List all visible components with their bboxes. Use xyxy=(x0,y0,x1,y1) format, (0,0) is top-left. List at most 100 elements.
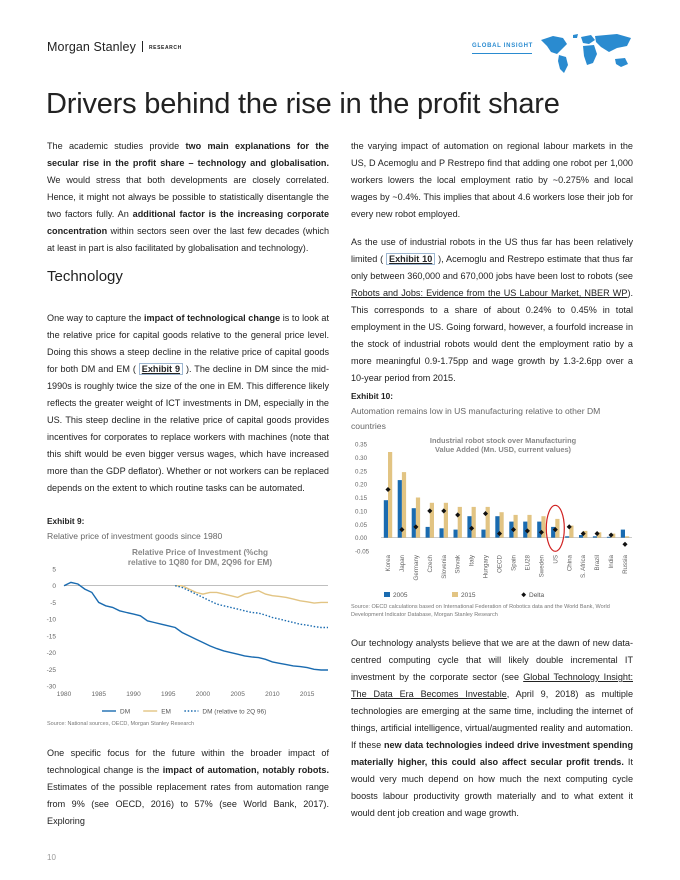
bar-2015-brazil xyxy=(597,532,602,538)
bar-2005-russia xyxy=(620,529,625,538)
bar-2005-czech xyxy=(425,526,430,538)
text-run: The academic studies provide xyxy=(47,141,186,151)
x-tick-label: 1985 xyxy=(92,691,107,698)
x-tick-label: Italy xyxy=(469,554,476,566)
exhibit-10-link[interactable]: Exhibit 10 xyxy=(386,253,436,265)
us-highlight-circle xyxy=(545,504,565,552)
x-tick-label: Korea xyxy=(385,554,392,571)
bar-2005-us xyxy=(551,526,556,538)
bar-2015-russia xyxy=(625,536,630,538)
x-tick-label: 1980 xyxy=(57,691,72,698)
exhibit-9-source: Source: National sources, OECD, Morgan S… xyxy=(47,721,195,727)
y-tick-label: 0.35 xyxy=(355,442,368,449)
exhibit-9-link[interactable]: Exhibit 9 xyxy=(138,363,184,375)
y-tick-label: -20 xyxy=(47,650,57,657)
bar-2005-japan xyxy=(397,480,402,538)
y-tick-label: 0.20 xyxy=(355,482,368,489)
delta-marker-czech xyxy=(427,508,433,514)
text-run: Estimates of the possible replacement ra… xyxy=(47,782,329,826)
y-tick-label: 0.05 xyxy=(355,522,368,529)
x-tick-label: Russia xyxy=(622,554,629,573)
series-label: GLOBAL INSIGHT xyxy=(472,43,534,49)
text-run: As the use of industrial robots in the U… xyxy=(351,237,633,264)
x-tick-label: Czech xyxy=(427,554,434,572)
bar-2005-germany xyxy=(411,508,416,538)
bar-2015-korea xyxy=(388,452,393,538)
bar-2005-hungary xyxy=(481,529,486,538)
delta-marker-china xyxy=(566,524,572,530)
global-tech-insight-link[interactable]: Global Technology Insight: The Data Era … xyxy=(351,672,633,699)
automation-paragraph: One specific focus for the future within… xyxy=(47,745,329,830)
bar-2015-italy xyxy=(471,506,476,538)
intro-paragraph: The academic studies provide two main ex… xyxy=(47,138,329,257)
header-separator xyxy=(141,41,143,52)
data-cycle-paragraph: Our technology analysts believe that we … xyxy=(351,635,633,822)
exhibit-10-label: Exhibit 10: xyxy=(351,391,393,401)
bar-2015-china xyxy=(569,525,574,538)
bar-2015-japan xyxy=(401,472,407,538)
legend-label: 2005 xyxy=(393,592,408,599)
bar-2015-germany xyxy=(415,497,421,538)
x-tick-label: S. Africa xyxy=(580,554,587,578)
exhibit-9-subtitle: Relative price of investment goods since… xyxy=(47,531,223,541)
bold-run: impact of automation, notably robots. xyxy=(162,765,329,775)
x-tick-label: Spain xyxy=(511,554,518,570)
chart-title-line: Relative Price of Investment (%chg xyxy=(132,548,268,557)
bar-2015-spain xyxy=(513,514,518,538)
text-run: ), Acemoglu and Restrepo estimate that t… xyxy=(351,254,633,281)
bar-2015-sweden xyxy=(541,516,546,538)
x-tick-label: 2010 xyxy=(265,691,280,698)
y-tick-label: 5 xyxy=(52,567,56,574)
bar-2015-india xyxy=(611,533,616,538)
y-tick-label: -25 xyxy=(47,667,57,674)
text-run: is to look at the relative price for cap… xyxy=(47,313,329,374)
bold-run: two main explanations for the secular ri… xyxy=(47,141,329,168)
text-run: ). The decline in DM since the mid-1990s… xyxy=(47,364,329,493)
acemoglu-paragraph: the varying impact of automation on regi… xyxy=(351,141,633,219)
bold-run: impact of technological change xyxy=(143,313,281,323)
bar-2005-s-africa xyxy=(579,535,584,538)
division-label: RESEARCH xyxy=(148,45,182,51)
legend-swatch xyxy=(521,592,527,598)
bar-2015-oecd xyxy=(499,512,504,538)
legend-label: DM xyxy=(120,709,130,716)
y-tick-label: 0.25 xyxy=(355,468,368,475)
exhibit-9-chart: Relative Price of Investment (%chg relat… xyxy=(47,548,328,716)
series-underline xyxy=(472,53,532,54)
delta-marker-slovenia xyxy=(441,508,447,514)
chart-title-line: Industrial robot stock over Manufacturin… xyxy=(430,436,577,445)
bar-2005-india xyxy=(606,536,612,538)
bar-2005-italy xyxy=(467,516,472,538)
y-tick-label: 0 xyxy=(52,583,56,590)
bold-run: new data technologies indeed drive inves… xyxy=(351,740,633,767)
text-run: within sectors seen over the last few de… xyxy=(47,226,329,253)
bar-2005-brazil xyxy=(592,536,598,538)
y-tick-label: 0.30 xyxy=(355,455,368,462)
bar-2005-china xyxy=(565,536,570,538)
nber-paper-link[interactable]: Robots and Jobs: Evidence from the US La… xyxy=(351,288,628,298)
legend-label: Delta xyxy=(529,592,545,599)
x-tick-label: Brazil xyxy=(594,555,601,570)
x-tick-label: Hungary xyxy=(483,554,490,578)
x-tick-label: Germany xyxy=(413,554,420,580)
series-line-dm xyxy=(63,581,328,671)
y-tick-label: 0.00 xyxy=(355,535,368,542)
y-tick-label: -30 xyxy=(47,684,57,691)
text-run: , April 9, 2018) as multiple technologie… xyxy=(351,689,634,750)
bar-2005-eu28 xyxy=(523,521,528,538)
text-run: We would stress that both developments a… xyxy=(47,175,329,219)
legend-swatch xyxy=(384,592,390,597)
bar-2015-slovak xyxy=(457,506,462,538)
brand-name: Morgan Stanley xyxy=(47,40,136,54)
bold-run: additional factor is the increasing corp… xyxy=(47,209,329,236)
text-run: Our technology analysts believe that we … xyxy=(351,638,633,682)
y-tick-label: -0.05 xyxy=(355,549,370,556)
bar-2005-slovak xyxy=(453,529,458,538)
x-tick-label: OECD xyxy=(497,554,504,572)
legend-swatch xyxy=(452,592,458,597)
bar-2015-eu28 xyxy=(527,514,532,538)
x-tick-label: 2015 xyxy=(300,691,315,698)
x-tick-label: 2005 xyxy=(230,691,245,698)
bar-2015-czech xyxy=(429,502,434,538)
y-tick-label: -5 xyxy=(50,600,56,607)
